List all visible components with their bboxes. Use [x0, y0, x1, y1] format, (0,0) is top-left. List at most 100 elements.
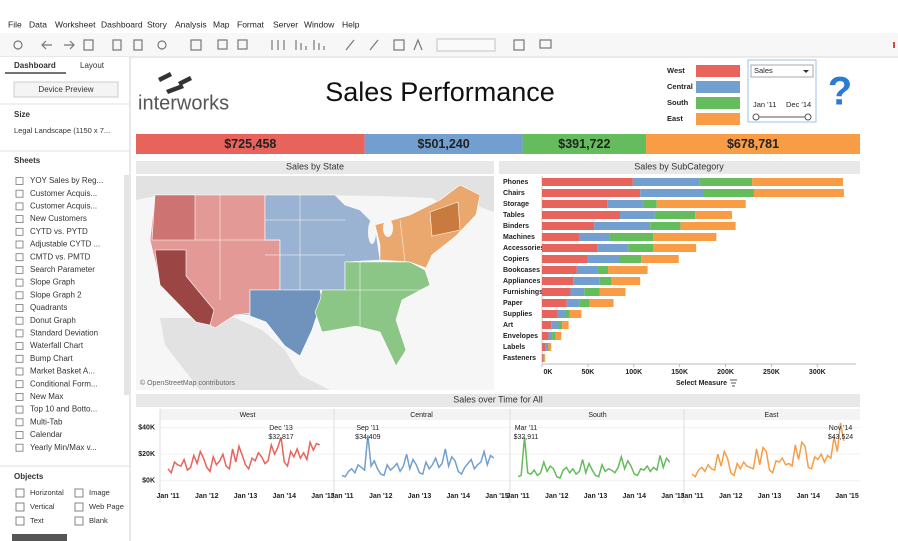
sheet-icon[interactable]: [15, 418, 24, 427]
bar-segment[interactable]: [576, 266, 598, 274]
sheet-icon[interactable]: [15, 329, 24, 338]
bar-segment[interactable]: [569, 310, 582, 318]
group-button[interactable]: [217, 39, 228, 50]
object-icon[interactable]: [15, 502, 25, 512]
format-button[interactable]: [271, 40, 285, 50]
bar-segment[interactable]: [542, 244, 598, 252]
menu-item[interactable]: Server: [273, 19, 298, 29]
bar-segment[interactable]: [703, 189, 754, 197]
legend-label[interactable]: Central: [667, 82, 693, 91]
object-item[interactable]: Text: [30, 516, 45, 525]
bar-segment[interactable]: [542, 354, 544, 362]
sheet-item[interactable]: New Customers: [30, 214, 87, 223]
bar-segment[interactable]: [542, 310, 558, 318]
sheet-icon[interactable]: [15, 431, 24, 439]
bar-segment[interactable]: [620, 211, 655, 219]
duplicate-button[interactable]: [133, 39, 143, 51]
sheet-item[interactable]: Customer Acquis...: [30, 189, 97, 198]
bar-segment[interactable]: [573, 277, 600, 285]
bar-segment[interactable]: [542, 255, 588, 263]
bar-segment[interactable]: [628, 244, 654, 252]
bar-segment[interactable]: [584, 288, 600, 296]
sheet-icon[interactable]: [15, 240, 24, 249]
sheet-item[interactable]: Market Basket A...: [30, 367, 95, 376]
sheet-icon[interactable]: [15, 253, 24, 262]
date-slider-start[interactable]: [752, 113, 760, 121]
menu-item[interactable]: Story: [147, 19, 168, 29]
help-icon[interactable]: ?: [828, 70, 852, 114]
sheet-icon[interactable]: [15, 215, 24, 224]
sales-line[interactable]: [517, 436, 671, 480]
legend-label[interactable]: East: [667, 114, 683, 123]
measure-menu-icon[interactable]: [730, 379, 737, 387]
menu-item[interactable]: Help: [342, 19, 360, 29]
bar-segment[interactable]: [566, 299, 580, 307]
legend-swatch[interactable]: [696, 81, 740, 93]
bar-segment[interactable]: [542, 200, 608, 208]
sheet-item[interactable]: Yearly Min/Max v...: [30, 443, 97, 452]
total-bar[interactable]: [136, 134, 365, 154]
bar-segment[interactable]: [542, 189, 641, 197]
bar-segment[interactable]: [542, 321, 552, 329]
bar-segment[interactable]: [599, 277, 612, 285]
bar-segment[interactable]: [632, 178, 700, 186]
bar-segment[interactable]: [579, 233, 610, 241]
sidebar-tab[interactable]: Layout: [80, 61, 105, 70]
bar-segment[interactable]: [609, 233, 654, 241]
object-icon[interactable]: [15, 488, 25, 498]
sheet-item[interactable]: Bump Chart: [30, 354, 73, 363]
refresh-button[interactable]: [157, 40, 167, 50]
bar-segment[interactable]: [641, 255, 679, 263]
sales-line[interactable]: [167, 436, 321, 475]
sheet-item[interactable]: Waterfall Chart: [30, 341, 84, 350]
menu-item[interactable]: Analysis: [175, 19, 207, 29]
bar-segment[interactable]: [640, 189, 704, 197]
total-bar[interactable]: [646, 134, 860, 154]
object-icon[interactable]: [15, 516, 25, 526]
bar-segment[interactable]: [542, 233, 580, 241]
sheet-item[interactable]: Adjustable CYTD ...: [30, 240, 100, 249]
bar-segment[interactable]: [752, 178, 843, 186]
bar-segment[interactable]: [542, 332, 549, 340]
bar-segment[interactable]: [547, 343, 549, 351]
sheet-item[interactable]: Multi-Tab: [30, 417, 63, 426]
sheet-icon[interactable]: [15, 202, 24, 211]
legend-swatch[interactable]: [696, 97, 740, 109]
bar-segment[interactable]: [545, 343, 548, 351]
bar-segment[interactable]: [589, 299, 614, 307]
sheet-item[interactable]: Slope Graph 2: [30, 290, 82, 299]
sheet-icon[interactable]: [15, 189, 24, 198]
bar-segment[interactable]: [542, 266, 577, 274]
date-slider-end[interactable]: [804, 113, 812, 121]
object-item[interactable]: Web Page: [89, 502, 124, 511]
sheet-icon[interactable]: [15, 265, 24, 274]
bar-segment[interactable]: [611, 277, 641, 285]
dropdown-arrow[interactable]: [803, 70, 809, 73]
sheet-item[interactable]: Standard Deviation: [30, 329, 98, 338]
menu-item[interactable]: Map: [213, 19, 230, 29]
measure-dropdown-value[interactable]: Sales: [754, 66, 773, 75]
pin-button[interactable]: [413, 38, 423, 51]
sheet-icon[interactable]: [15, 177, 24, 185]
color-button[interactable]: [369, 39, 379, 51]
bar-segment[interactable]: [594, 222, 651, 230]
sheet-item[interactable]: Donut Graph: [30, 316, 76, 325]
bar-segment[interactable]: [579, 299, 590, 307]
bar-segment[interactable]: [642, 200, 657, 208]
new-sheet-button[interactable]: [112, 39, 122, 51]
bar-segment[interactable]: [680, 222, 736, 230]
bar-segment[interactable]: [558, 321, 563, 329]
bar-segment[interactable]: [753, 189, 844, 197]
legend-swatch[interactable]: [696, 113, 740, 125]
sheet-item[interactable]: Top 10 and Botto...: [30, 405, 97, 414]
bar-segment[interactable]: [599, 288, 626, 296]
legend-swatch[interactable]: [696, 65, 740, 77]
tableau-icon[interactable]: [13, 40, 23, 50]
object-item[interactable]: Image: [89, 488, 110, 497]
object-icon[interactable]: [74, 516, 84, 526]
total-bar[interactable]: [364, 134, 523, 154]
sheet-item[interactable]: CYTD vs. PYTD: [30, 227, 88, 236]
object-item[interactable]: Blank: [89, 516, 108, 525]
forward-button[interactable]: [64, 40, 75, 50]
sheet-item[interactable]: YOY Sales by Reg...: [30, 176, 103, 185]
